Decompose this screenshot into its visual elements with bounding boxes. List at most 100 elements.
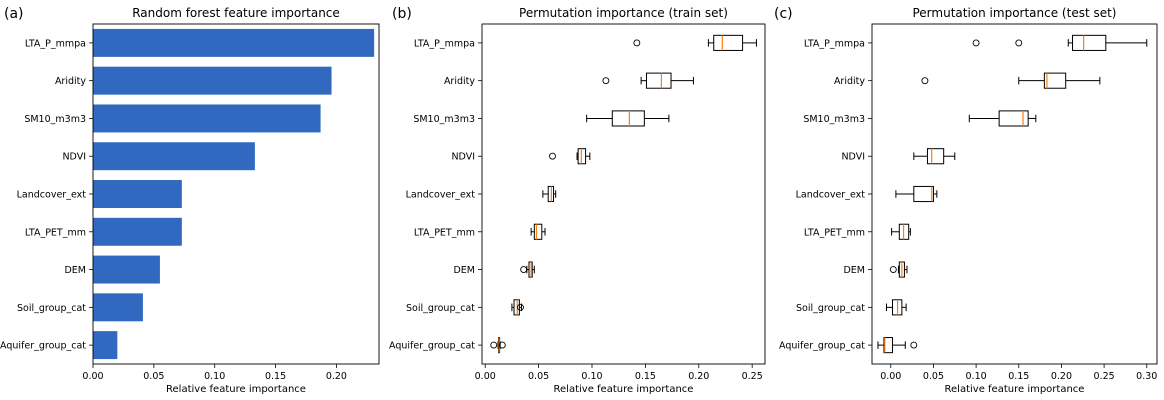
y-tick-label: Soil_group_cat: [796, 303, 865, 314]
y-tick-label: Aridity: [834, 76, 865, 87]
y-tick-label: LTA_P_mmpa: [414, 38, 475, 49]
y-tick-label: Aridity: [444, 76, 475, 87]
box-Soil_group_cat: [511, 299, 524, 316]
chart-title: Permutation importance (test set): [912, 6, 1116, 20]
box-LTA_P_mmpa: [972, 34, 1148, 51]
box-LTA_PET_mm: [891, 223, 911, 240]
x-tick-label: 0.20: [326, 371, 347, 382]
axes-frame: [871, 23, 1158, 365]
x-tick-label: 0.15: [265, 371, 286, 382]
outlier-point: [921, 77, 929, 85]
box-body: [913, 185, 934, 203]
y-tick-label: LTA_P_mmpa: [804, 38, 865, 49]
outlier-point: [602, 77, 610, 85]
y-tick-label: Soil_group_cat: [406, 303, 475, 314]
box-NDVI: [549, 148, 591, 165]
y-tick-label: LTA_PET_mm: [25, 227, 86, 238]
y-tick-label: DEM: [843, 265, 865, 276]
box-Aquifer_group_cat: [490, 337, 506, 354]
bar-SM10_m3m3: [93, 104, 321, 133]
x-tick-label: 0.15: [635, 371, 656, 382]
panel-label: (b): [392, 6, 412, 22]
outlier-point: [889, 266, 897, 274]
x-tick-label: 0.10: [581, 371, 602, 382]
y-tick-label: Landcover_ext: [406, 190, 476, 201]
bar-LTA_P_mmpa: [93, 28, 375, 57]
y-tick-label: Aquifer_group_cat: [0, 341, 86, 352]
panel-1: (a) Random forest feature importance LTA_P…: [0, 6, 380, 395]
outlier-point: [910, 341, 918, 349]
x-tick-label: 0.25: [1094, 371, 1115, 382]
bar-Aquifer_group_cat: [93, 331, 118, 360]
outlier-point: [633, 39, 641, 47]
bar-NDVI: [93, 142, 255, 171]
chart-title: Permutation importance (train set): [519, 6, 728, 20]
panel-label: (a): [4, 6, 24, 22]
y-tick-label: SM10_m3m3: [413, 114, 475, 125]
y-tick-label: NDVI: [841, 152, 865, 163]
x-tick-label: 0.10: [204, 371, 225, 382]
outlier-point: [972, 39, 980, 47]
y-tick-label: Aquifer_group_cat: [389, 341, 475, 352]
x-tick-label: 0.25: [742, 371, 763, 382]
x-tick-label: 0.15: [1008, 371, 1029, 382]
x-tick-label: 0.05: [143, 371, 164, 382]
box-NDVI: [913, 148, 956, 165]
box-body: [926, 148, 945, 165]
box-body: [645, 72, 672, 89]
box-Soil_group_cat: [886, 299, 907, 316]
bar-Soil_group_cat: [93, 293, 143, 322]
box-body: [998, 110, 1029, 127]
x-tick-label: 0.00: [82, 371, 103, 382]
y-tick-label: LTA_PET_mm: [414, 227, 475, 238]
x-tick-label: 0.20: [688, 371, 709, 382]
y-tick-label: LTA_P_mmpa: [25, 38, 86, 49]
box-Aquifer_group_cat: [877, 337, 918, 354]
x-axis-label: Relative feature importance: [945, 384, 1085, 395]
box-body: [533, 223, 543, 240]
x-tick-label: 0.05: [528, 371, 549, 382]
y-tick-label: SM10_m3m3: [803, 114, 865, 125]
y-tick-label: Aquifer_group_cat: [779, 341, 865, 352]
x-tick-label: 0.20: [1051, 371, 1072, 382]
y-tick-label: Aridity: [55, 76, 86, 87]
outlier-point: [549, 152, 556, 160]
y-tick-label: DEM: [453, 265, 475, 276]
y-tick-label: SM10_m3m3: [24, 114, 86, 125]
box-Landcover_ext: [542, 185, 557, 203]
box-SM10_m3m3: [968, 110, 1037, 127]
y-tick-label: Landcover_ext: [796, 190, 866, 201]
y-tick-label: Landcover_ext: [17, 190, 87, 201]
box-body: [713, 34, 744, 51]
outlier-point: [520, 266, 528, 274]
y-tick-label: Soil_group_cat: [17, 303, 86, 314]
bar-DEM: [93, 255, 160, 284]
box-body: [611, 110, 645, 127]
x-tick-label: 0.30: [1136, 371, 1157, 382]
box-Aridity: [602, 72, 694, 89]
box-LTA_PET_mm: [530, 223, 546, 240]
bar-Landcover_ext: [93, 180, 182, 208]
chart-title: Random forest feature importance: [132, 6, 340, 20]
axes-frame: [481, 23, 766, 365]
box-body: [883, 337, 893, 354]
box-DEM: [520, 261, 535, 278]
box-body: [1072, 34, 1107, 51]
outlier-point: [516, 303, 524, 311]
bar-Aridity: [93, 66, 332, 95]
box-DEM: [889, 261, 908, 278]
y-tick-label: NDVI: [62, 152, 86, 163]
x-tick-label: 0.00: [475, 371, 496, 382]
outlier-point: [490, 341, 498, 349]
box-LTA_P_mmpa: [633, 34, 757, 51]
y-tick-label: NDVI: [451, 152, 475, 163]
x-tick-label: 0.00: [880, 371, 901, 382]
box-Landcover_ext: [895, 185, 938, 203]
panel-3: (c) Permutation importance (test set) LTA_…: [774, 6, 1158, 395]
x-axis-label: Relative feature importance: [166, 384, 306, 395]
box-SM10_m3m3: [586, 110, 670, 127]
outlier-point: [498, 341, 506, 349]
box-Aridity: [921, 72, 1101, 89]
panel-label: (c): [774, 6, 793, 22]
